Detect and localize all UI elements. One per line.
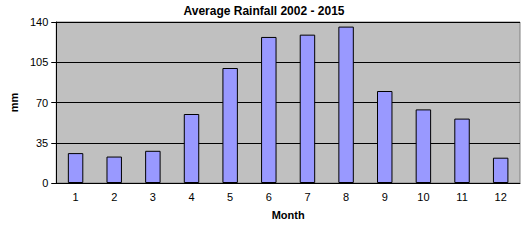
svg-text:6: 6: [266, 191, 272, 203]
svg-text:12: 12: [495, 191, 507, 203]
svg-text:1: 1: [73, 191, 79, 203]
svg-text:5: 5: [227, 191, 233, 203]
svg-text:3: 3: [150, 191, 156, 203]
svg-text:2: 2: [111, 191, 117, 203]
svg-text:7: 7: [304, 191, 310, 203]
svg-text:70: 70: [36, 97, 48, 109]
svg-text:8: 8: [343, 191, 349, 203]
svg-text:mm: mm: [8, 93, 20, 113]
svg-text:11: 11: [456, 191, 467, 203]
svg-text:10: 10: [417, 191, 429, 203]
svg-text:0: 0: [42, 177, 48, 189]
svg-text:4: 4: [188, 191, 194, 203]
svg-text:105: 105: [30, 56, 48, 68]
svg-text:Month: Month: [272, 209, 305, 221]
svg-text:140: 140: [30, 16, 48, 28]
svg-text:9: 9: [382, 191, 388, 203]
svg-text:Average Rainfall 2002 - 2015: Average Rainfall 2002 - 2015: [184, 4, 345, 18]
svg-text:35: 35: [36, 137, 48, 149]
